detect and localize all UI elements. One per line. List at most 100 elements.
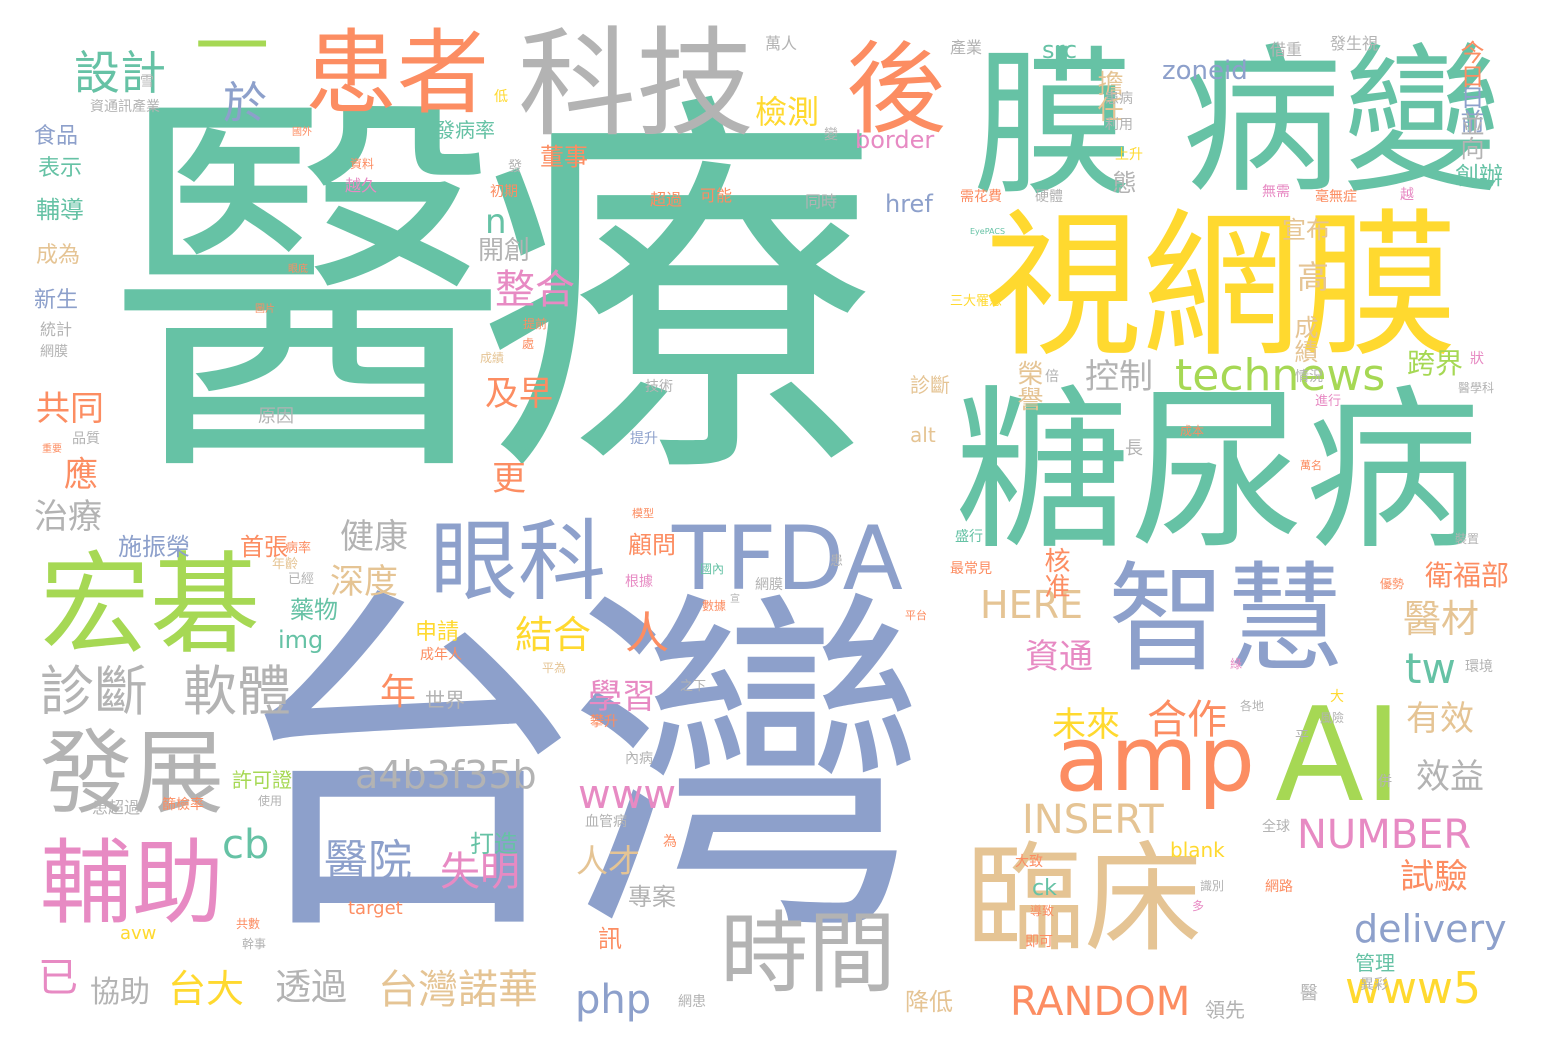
word-wangzhan: 網患 [678,994,706,1010]
word-yuanyin: 原因 [258,406,294,427]
word-touguo: 透過 [275,967,348,1008]
word-haowu: 毫無症 [1315,189,1357,205]
word-a: a [512,415,536,459]
word-number: NUMBER [1297,812,1472,858]
word-taiwan: 台灣 [228,560,928,979]
word-changfa: 變 [824,127,838,143]
word-wanglu-s: 網膜 [755,577,783,593]
word-daozhi: 導致 [1030,904,1055,918]
word-shangsheng: 上升 [1115,147,1143,163]
word-shijian: 時間 [720,902,897,1005]
word-wuxu: 無需 [1262,184,1290,200]
word-zoneid: zoneid [1162,56,1248,86]
word-ren: 人 [625,608,669,659]
word-jiance: 檢測 [755,93,820,131]
word-jiandi: 資料 [350,157,375,171]
word-keji: 科技 [518,15,755,153]
word-fengxian: 風險 [1320,711,1345,725]
word-mo: 膜 [973,31,1134,218]
word-shibie: 識別 [1200,879,1225,893]
word-chuangban: 創辦 [1455,162,1503,190]
word-sandayihuan: 三大罹患 [950,294,1003,309]
word-gedi: 各地 [1240,699,1265,713]
word-xukezheng: 許可證 [232,768,292,792]
word-zhuanan: 專案 [628,883,676,911]
word-shiyong: 使用 [258,794,283,808]
word-bingbian: 病變 [1182,28,1503,215]
word-zhuangzhi: 裝置 [1455,532,1480,546]
word-fazhan: 發展 [40,720,225,827]
word-hezuo: 合作 [1147,697,1227,743]
word-xinsheng: 新生 [34,288,79,313]
word-zhuangkuang: 狀 [1470,351,1484,367]
word-weifubu: 衛福部 [1425,559,1510,592]
word-chengzhuan-2: 成績 [480,351,505,365]
word-delivery: delivery [1354,907,1507,951]
word-biaoshi: 表示 [38,156,83,181]
word-linchuang: 臨床 [966,830,1203,968]
word-gongshu: 共數 [236,917,261,931]
word-zhenghe: 整合 [495,267,575,313]
word-jiangdi: 降低 [905,988,953,1016]
word-tfda: TFDA [672,507,903,610]
word-shenqing: 申請 [415,620,460,645]
word-src: src [1042,36,1078,64]
word-chengnianren: 成年人 [420,647,462,663]
word-yi2: 醫 [1300,983,1318,1004]
word-sheji: 設計 [74,46,166,100]
word-huan: 患 [830,554,844,569]
word-fuzhu: 輔助 [40,830,225,937]
word-zhenduan: 診斷 [40,660,148,723]
word-ck: ck [1032,876,1057,901]
word-haoshu: 萬名 [1300,459,1322,472]
word-qingkuang: 情況 [1295,369,1323,385]
word-yanhua: 眼底 [288,264,308,275]
word-neibing: 內病 [625,751,653,767]
word-img: img [278,626,324,654]
word-yanke: 眼科 [430,510,607,613]
word-geng: 更 [492,459,526,499]
word-yicai2: 異彩 [1360,977,1388,993]
word-wanren: 萬人 [765,34,798,53]
word-here: HERE [980,583,1083,627]
word-shiwangmo: 視網膜 [984,195,1458,379]
word-bei: 倍 [1045,369,1059,385]
word-jike: 即可 [1025,934,1053,950]
word-yi-already: 已 [38,955,78,1001]
word-guanli: 管理 [1355,951,1395,975]
word-yu: 於 [223,78,267,129]
word-border: border [855,126,935,154]
word-taida: 台大 [168,967,245,1011]
word-tongji: 統計 [40,320,73,339]
word-yiyuan: 醫院 [324,836,412,887]
word-tongshi: 同時 [805,192,838,211]
word-ping: 平 [1295,729,1309,745]
word-technews: technews [1175,350,1386,401]
word-dajiu: 大致 [1015,854,1043,870]
word-kaichuang: 開創 [478,236,531,266]
word-pingtai: 平台 [905,609,927,622]
word-jiankang: 健康 [340,517,408,557]
word-quanqiu: 全球 [1262,819,1290,835]
word-blank: blank [1170,838,1225,862]
word-hongji: 宏碁 [40,541,260,669]
word-huanjing: 環境 [1465,659,1493,675]
word-dongshi: 董事 [540,143,588,171]
word-nian: 年 [380,672,417,713]
word-xuanbu2: 宣 [730,594,740,605]
word-bingzhe: 病率 [285,541,312,556]
word-huanchaoguo: 患超過 [92,798,141,817]
word-keneng: 可能 [700,186,733,205]
word-chengwei: 成為 [36,243,81,268]
word-tisheng: 提升 [630,431,658,447]
word-hezhun: 核准 [1040,547,1070,599]
word-xuexi: 學習 [588,677,656,717]
word-zhihui: 智慧 [1108,550,1345,688]
word-shengxing: 盛行 [955,529,983,545]
word-xuexi2: 發病率 [435,118,495,142]
word-huanbing: 患病 [1105,91,1133,107]
word-guonei: 國內 [700,562,725,576]
word-jiezhong: 借重 [1270,40,1303,59]
word-shiyan: 試驗 [1400,857,1468,897]
